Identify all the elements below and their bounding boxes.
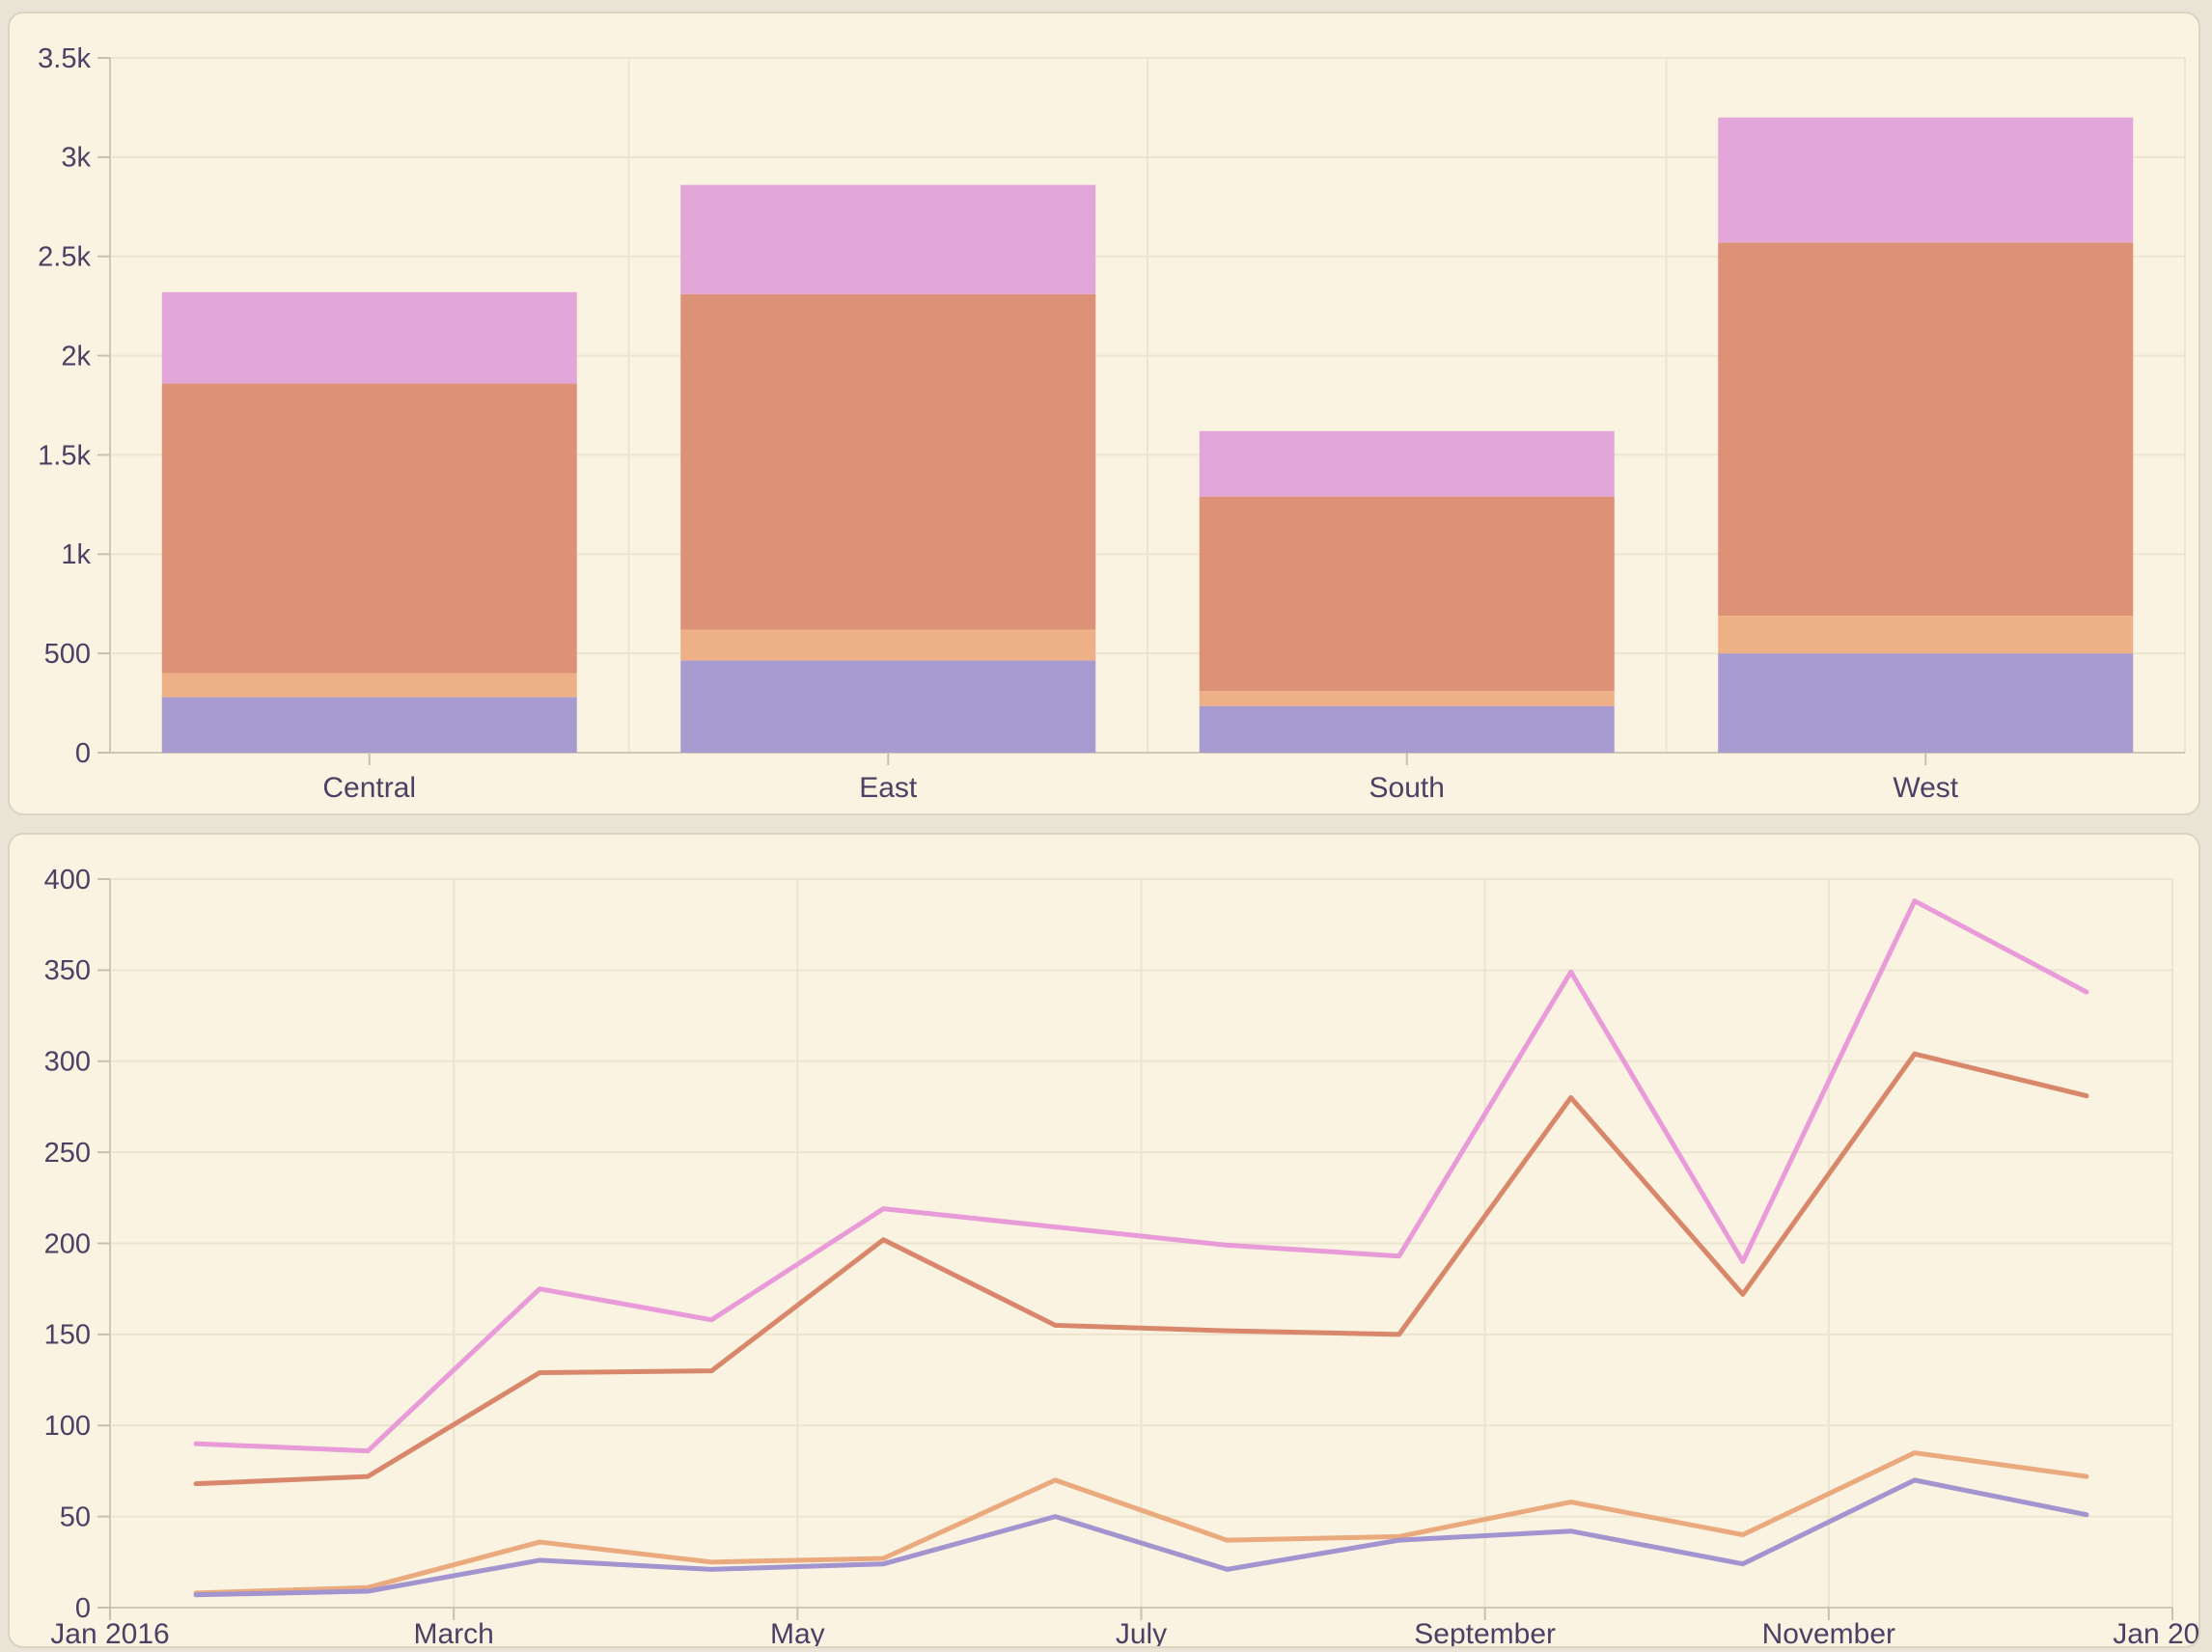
y-tick-label: 500: [44, 639, 91, 670]
x-tick-label: South: [1369, 772, 1445, 804]
line-series-pink[interactable]: [193, 898, 2089, 1454]
x-tick-label: July: [1116, 1618, 1167, 1648]
y-tick-label: 0: [75, 1593, 91, 1624]
y-tick-label: 250: [44, 1138, 91, 1169]
y-tick-label: 300: [44, 1047, 91, 1078]
bar-segment-peach-west[interactable]: [1718, 616, 2134, 654]
bar-segment-pink-west[interactable]: [1718, 117, 2134, 243]
bar-segment-pink-south[interactable]: [1199, 430, 1615, 497]
y-tick-label: 350: [44, 955, 91, 986]
y-tick-label: 3.5k: [38, 43, 91, 74]
y-tick-label: 400: [44, 865, 91, 895]
line-series-salmon[interactable]: [193, 1051, 2089, 1487]
y-tick-label: 50: [60, 1501, 91, 1532]
x-tick-label: March: [413, 1618, 493, 1648]
bar-chart-card: 0 500 1k 1.5k 2k 2.5k 3k 3.5k Central East South We…: [8, 12, 2200, 815]
bar-segment-pink-east[interactable]: [680, 184, 1096, 294]
y-tick-label: 150: [44, 1320, 91, 1351]
bar-segment-salmon-east[interactable]: [680, 293, 1096, 630]
bar-segment-salmon-south[interactable]: [1199, 496, 1615, 692]
line-series-purple[interactable]: [193, 1477, 2089, 1598]
bar-segment-peach-central[interactable]: [161, 673, 577, 698]
y-tick-label: 1k: [61, 539, 91, 570]
y-tick-label: 2k: [61, 341, 91, 372]
x-tick-label: Central: [322, 772, 416, 804]
line-chart-card: 0 50 100 150 200 250 300 350 400 Jan 2016 March May…: [8, 833, 2200, 1648]
bar-segment-pink-central[interactable]: [161, 291, 577, 384]
x-tick-label: West: [1893, 772, 1958, 804]
y-tick-label: 3k: [61, 143, 91, 174]
bar-segment-purple-central[interactable]: [161, 697, 577, 753]
x-tick-label: Jan 2016: [50, 1618, 169, 1648]
bar-segment-salmon-west[interactable]: [1718, 242, 2134, 617]
y-tick-label: 0: [75, 738, 91, 769]
y-tick-label: 100: [44, 1411, 91, 1442]
line-series-peach[interactable]: [193, 1450, 2089, 1596]
bar-segment-peach-south[interactable]: [1199, 691, 1615, 706]
bar-segment-salmon-central[interactable]: [161, 383, 577, 674]
bar-segment-peach-east[interactable]: [680, 629, 1096, 661]
x-tick-label: May: [770, 1618, 825, 1648]
x-tick-label: Jan 2017: [2113, 1618, 2200, 1648]
bar-chart-svg: 0 500 1k 1.5k 2k 2.5k 3k 3.5k Central East South We…: [38, 43, 2186, 804]
y-tick-label: 2.5k: [38, 242, 91, 273]
bar-segment-purple-east[interactable]: [680, 660, 1096, 753]
y-tick-label: 200: [44, 1228, 91, 1259]
x-tick-label: East: [859, 772, 918, 804]
x-tick-label: September: [1414, 1618, 1556, 1648]
y-tick-label: 1.5k: [38, 440, 91, 471]
line-chart-svg: 0 50 100 150 200 250 300 350 400 Jan 2016 March May…: [44, 865, 2200, 1648]
x-tick-label: November: [1762, 1618, 1895, 1648]
bar-segment-purple-south[interactable]: [1199, 705, 1615, 753]
bar-segment-purple-west[interactable]: [1718, 653, 2134, 753]
